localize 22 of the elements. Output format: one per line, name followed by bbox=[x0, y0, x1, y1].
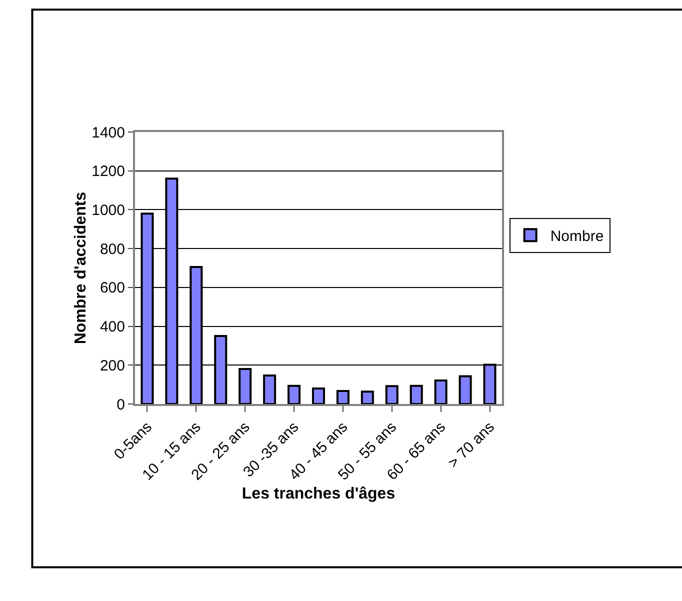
y-tick-label: 800 bbox=[100, 240, 125, 258]
x-tick-label: > 70 ans bbox=[444, 418, 498, 472]
bar bbox=[288, 384, 301, 404]
bar bbox=[410, 384, 423, 404]
bar bbox=[263, 374, 276, 404]
y-tick-label: 1400 bbox=[92, 124, 125, 142]
y-tick-label: 0 bbox=[116, 396, 125, 414]
bar bbox=[360, 390, 374, 404]
bar bbox=[312, 387, 326, 404]
x-axis-title: Les tranches d'âges bbox=[242, 486, 396, 503]
bar bbox=[336, 390, 350, 404]
bar bbox=[238, 368, 252, 404]
y-tick-label: 1000 bbox=[92, 202, 125, 219]
bar bbox=[458, 375, 472, 404]
legend-label: Nombre bbox=[550, 228, 604, 245]
y-tick-label: 400 bbox=[100, 318, 125, 336]
y-tick-label: 600 bbox=[100, 280, 125, 297]
y-axis-title: Nombre d'accidents bbox=[72, 192, 90, 344]
bar bbox=[385, 385, 398, 404]
bar bbox=[434, 379, 448, 404]
y-tick-label: 200 bbox=[100, 357, 125, 374]
y-tick-label: 1200 bbox=[92, 163, 125, 180]
